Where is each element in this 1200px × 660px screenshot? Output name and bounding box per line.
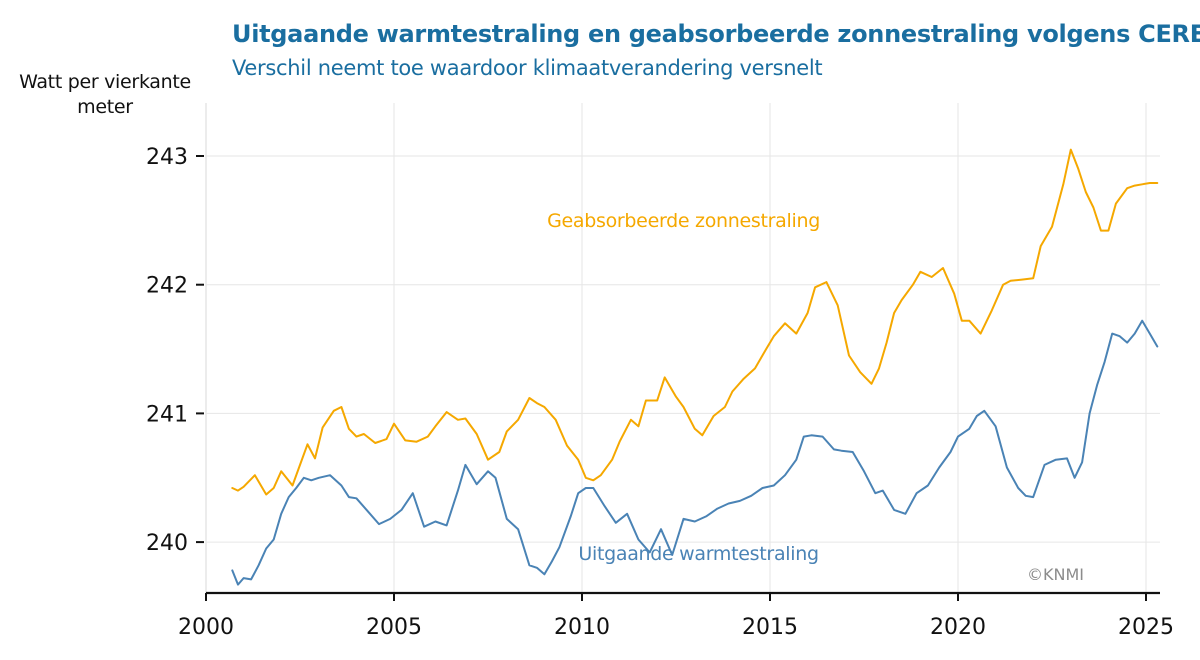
- x-tick-label: 2000: [178, 615, 234, 640]
- credit-text: ©KNMI: [1027, 565, 1084, 584]
- y-tick-label: 242: [146, 274, 188, 299]
- x-tick-label: 2025: [1118, 615, 1174, 640]
- grid-lines: [205, 103, 1160, 593]
- x-tick-label: 2015: [742, 615, 798, 640]
- series-line-uitgaande-warmtestraling: [231, 319, 1159, 586]
- series-lines: [231, 148, 1159, 586]
- y-tick-label: 241: [146, 402, 188, 427]
- x-tick-label: 2020: [930, 615, 986, 640]
- y-tick-label: 240: [146, 531, 188, 556]
- axes: 240 241 242 243 2000 2005 2010 2015 2020 2025: [146, 145, 1174, 640]
- x-tick-label: 2005: [366, 615, 422, 640]
- y-tick-label: 243: [146, 145, 188, 170]
- x-tick-label: 2010: [554, 615, 610, 640]
- y-axis-label: Watt per vierkante meter: [19, 71, 191, 118]
- series-annotations: Geabsorbeerde zonnestraling Uitgaande war…: [547, 210, 1084, 584]
- series-label-uitgaande-warmtestraling: Uitgaande warmtestraling: [578, 543, 818, 565]
- chart-title: Uitgaande warmtestraling en geabsorbeerd…: [232, 20, 1200, 48]
- chart-subtitle: Verschil neemt toe waardoor klimaatveran…: [232, 56, 823, 80]
- series-line-geabsorbeerde-zonnestraling: [231, 148, 1159, 496]
- series-label-geabsorbeerde-zonnestraling: Geabsorbeerde zonnestraling: [547, 210, 820, 232]
